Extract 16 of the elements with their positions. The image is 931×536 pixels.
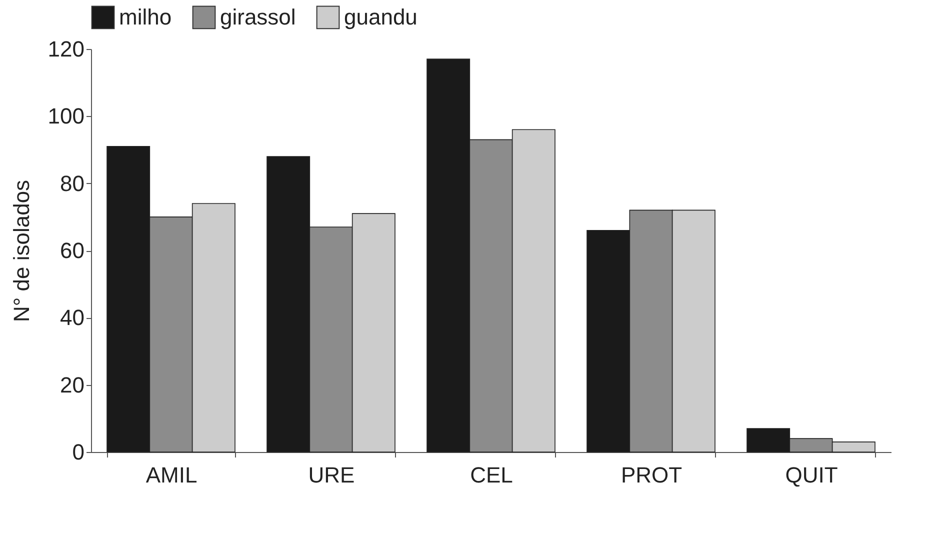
x-tick-label: QUIT	[785, 462, 838, 488]
y-tick-label: 60	[60, 238, 84, 263]
legend-label: guandu	[344, 4, 418, 30]
y-tick-label: 40	[60, 305, 84, 330]
x-tick-label: CEL	[470, 462, 513, 488]
x-tick-label: PROT	[620, 462, 682, 488]
y-tick-label: 80	[60, 170, 84, 196]
y-tick-label: 20	[60, 372, 84, 398]
y-tick-label: 0	[72, 440, 84, 464]
legend-label: milho	[119, 4, 172, 30]
y-axis-title: N° de isolados	[8, 180, 34, 322]
legend-label: girassol	[220, 4, 296, 30]
y-tick-label: 100	[48, 104, 84, 129]
x-tick-label: AMIL	[146, 462, 198, 488]
y-tick-label: 120	[48, 36, 84, 62]
x-tick-label: URE	[308, 462, 355, 488]
